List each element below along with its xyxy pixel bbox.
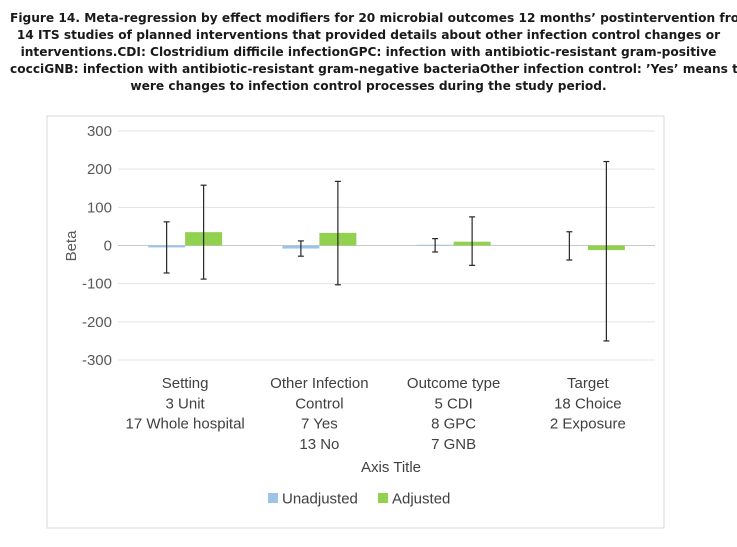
legend-swatch-adjusted: [378, 493, 388, 503]
category-label: 13 No: [299, 436, 339, 453]
category-label: 2 Exposure: [550, 416, 626, 433]
category-label: Outcome type: [407, 375, 500, 392]
legend-label-adjusted: Adjusted: [392, 491, 450, 508]
y-tick-label: 0: [104, 238, 112, 255]
category-label: 7 GNB: [431, 436, 476, 453]
category-label: Control: [295, 395, 343, 412]
category-label: 8 GPC: [431, 416, 476, 433]
legend-swatch-unadjusted: [268, 493, 278, 503]
y-tick-label: -300: [82, 352, 112, 369]
x-axis-title: Axis Title: [361, 459, 421, 476]
category-label: 18 Choice: [554, 395, 622, 412]
y-tick-label: 300: [87, 123, 112, 140]
figure-caption: Figure 14. Meta-regression by effect mod…: [10, 10, 737, 95]
caption-line: interventions.CDI: Clostridium difficile…: [20, 45, 717, 59]
y-axis-title: Beta: [63, 230, 80, 262]
category-label: 5 CDI: [434, 395, 472, 412]
caption-line: 14 ITS studies of planned interventions …: [16, 28, 721, 42]
legend: Unadjusted Adjusted: [268, 491, 450, 508]
category-label: 17 Whole hospital: [126, 416, 245, 433]
caption-line: were changes to infection control proces…: [130, 79, 607, 93]
caption-line: cocciGNB: infection with antibiotic-resi…: [10, 62, 737, 76]
category-label: Other Infection: [270, 375, 368, 392]
y-axis-ticks: 300 200 100 0 -100 -200 -300: [82, 123, 112, 369]
category-label: 3 Unit: [166, 395, 206, 412]
category-labels: Setting 3 Unit 17 Whole hospital Other Infe…: [126, 375, 626, 453]
category-label: 7 Yes: [301, 416, 338, 433]
category-label: Setting: [162, 375, 209, 392]
error-bars: [163, 160, 610, 342]
caption-line: Figure 14. Meta-regression by effect mod…: [10, 11, 737, 25]
y-tick-label: -200: [82, 314, 112, 331]
y-tick-label: 200: [87, 161, 112, 178]
legend-label-unadjusted: Unadjusted: [282, 491, 358, 508]
y-tick-label: -100: [82, 276, 112, 293]
category-label: Target: [567, 375, 610, 392]
y-tick-label: 100: [87, 199, 112, 216]
